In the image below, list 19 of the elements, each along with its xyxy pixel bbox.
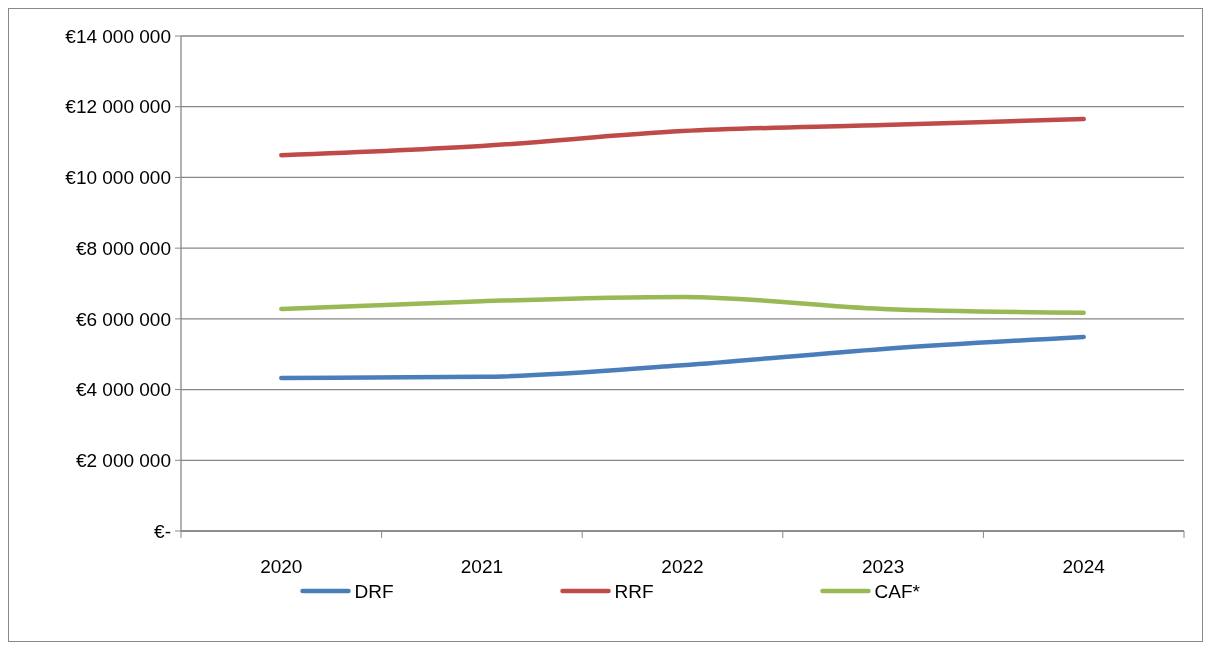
y-tick-label: €10 000 000 [65,167,171,189]
y-tick-label: €8 000 000 [75,237,171,259]
x-tick-label: 2024 [1062,556,1106,577]
y-tick-label: €14 000 000 [65,25,171,47]
x-tick-label: 2022 [661,556,704,577]
y-tick-label: €12 000 000 [65,96,171,118]
x-tick-label: 2021 [460,556,504,577]
x-tick-label: 2020 [260,556,303,577]
legend-label: DRF [354,580,394,602]
legend-label: RRF [614,580,654,602]
y-tick-label: €2 000 000 [75,449,171,471]
y-tick-label: €- [154,520,171,542]
line-series [279,294,1086,316]
line-series [279,116,1086,158]
legend-label: CAF* [874,580,921,602]
line-series [279,334,1086,381]
y-tick-label: €4 000 000 [75,379,171,401]
y-tick-label: €6 000 000 [75,308,171,330]
x-tick-label: 2023 [861,556,905,577]
